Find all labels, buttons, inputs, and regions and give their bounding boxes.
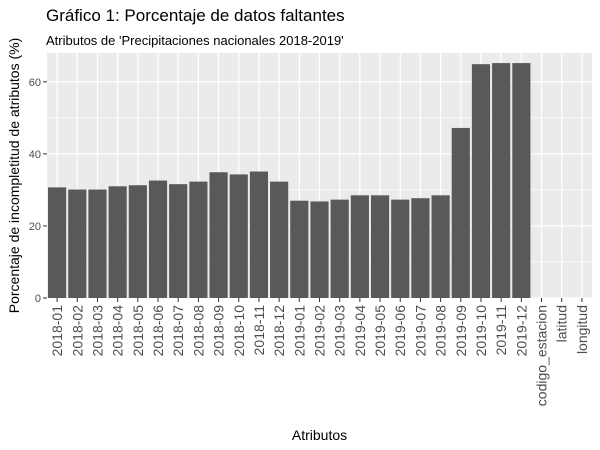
bar-2019-04 [350, 195, 369, 298]
x-axis: 2018-01 2018-02 2018-03 2018-04 2018-05 2018-… [49, 298, 590, 406]
bar-2019-11 [492, 63, 511, 299]
x-tick-label: 2019-07 [412, 305, 428, 357]
x-tick-label: 2019-09 [453, 305, 469, 357]
x-tick-label: 2019-08 [433, 305, 449, 357]
y-axis: 0 20 40 60 [29, 77, 47, 305]
x-tick-label: 2019-11 [493, 305, 509, 356]
x-tick-label: 2019-06 [392, 305, 408, 357]
bar-2018-09 [209, 172, 228, 298]
y-tick-label: 40 [29, 149, 41, 161]
bar-2018-08 [189, 181, 208, 298]
bar-2018-12 [270, 181, 289, 298]
x-tick-label: 2018-09 [211, 305, 227, 357]
x-tick-label: 2019-10 [473, 305, 489, 357]
bars [48, 63, 531, 299]
x-tick-label: 2018-06 [150, 305, 166, 357]
x-tick-label: 2018-02 [69, 305, 85, 357]
bar-2018-06 [148, 180, 168, 298]
bar-2018-10 [229, 174, 248, 298]
bar-2018-04 [108, 186, 127, 298]
chart-subtitle: Atributos de 'Precipitaciones nacionales… [46, 33, 344, 48]
x-tick-label: 2018-03 [89, 305, 105, 357]
bar-2018-02 [68, 189, 87, 298]
x-tick-label: 2019-04 [352, 305, 368, 357]
bar-2018-07 [169, 184, 188, 298]
x-tick-label: 2018-07 [170, 305, 186, 357]
bar-2019-06 [391, 199, 410, 298]
bar-2018-11 [249, 171, 269, 298]
bar-2019-02 [310, 201, 329, 298]
x-tick-label: 2018-01 [49, 305, 65, 357]
x-tick-label: 2018-12 [271, 305, 287, 357]
chart-title: Gráfico 1: Porcentaje de datos faltantes [46, 6, 345, 25]
bar-2019-05 [370, 195, 390, 298]
bar-2019-09 [451, 127, 470, 298]
y-axis-title: Porcentaje de incompletitud de atributos… [6, 38, 22, 313]
x-tick-label: 2018-08 [190, 305, 206, 357]
y-tick-label: 60 [29, 77, 41, 89]
bar-2019-10 [471, 64, 491, 298]
x-tick-label: 2018-05 [130, 305, 146, 357]
x-tick-label: 2019-01 [291, 305, 307, 357]
bar-2019-12 [512, 63, 531, 299]
bar-2019-01 [290, 200, 309, 298]
x-tick-label: 2019-12 [513, 305, 529, 357]
x-tick-label: codigo_estacion [534, 305, 550, 406]
bar-2019-07 [411, 198, 430, 298]
x-axis-title: Atributos [292, 427, 347, 443]
y-tick-label: 20 [29, 221, 41, 233]
x-tick-label: 2018-10 [231, 305, 247, 357]
bar-2019-03 [330, 199, 349, 298]
bar-2018-01 [48, 187, 67, 298]
bar-2018-03 [88, 189, 107, 298]
x-tick-label: 2019-05 [372, 305, 388, 357]
bar-2018-05 [128, 185, 147, 298]
x-tick-label: 2018-11 [251, 305, 267, 356]
x-tick-label: 2018-04 [110, 305, 126, 357]
x-tick-label: latitud [554, 305, 570, 342]
x-tick-label: longitud [574, 305, 590, 354]
x-tick-label: 2019-02 [312, 305, 328, 357]
x-tick-label: 2019-03 [332, 305, 348, 357]
bar-2019-08 [431, 195, 450, 298]
y-tick-label: 0 [35, 293, 41, 305]
